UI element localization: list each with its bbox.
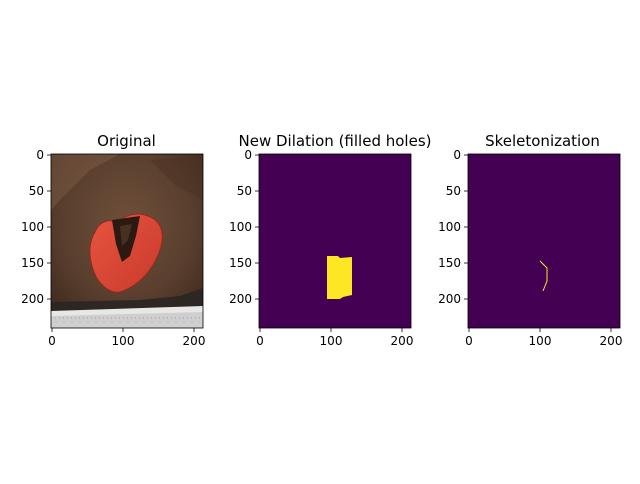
y-tick-label: 0	[244, 148, 252, 162]
y-tick-label: 150	[229, 256, 252, 270]
y-tick-label: 150	[438, 256, 461, 270]
panel-original: Original 0 100 200	[21, 132, 205, 348]
panel-title: Skeletonization	[485, 132, 600, 150]
y-axis	[47, 154, 51, 300]
x-tick-label: 0	[48, 334, 56, 348]
y-tick-label: 200	[438, 292, 461, 306]
x-tick-label: 100	[112, 334, 135, 348]
y-tick-label: 150	[21, 256, 44, 270]
axes-frame	[50, 153, 204, 329]
y-axis	[255, 154, 259, 300]
y-tick-label: 100	[21, 220, 44, 234]
x-tick-label: 0	[256, 334, 264, 348]
y-tick-label: 50	[446, 184, 461, 198]
x-tick-label: 100	[320, 334, 343, 348]
y-tick-label: 100	[438, 220, 461, 234]
x-tick-label: 200	[183, 334, 206, 348]
panel-dilation: New Dilation (filled holes) 0 100 200 0 …	[229, 132, 431, 348]
panel-skeleton: Skeletonization 0 100 200 0 50 100 150 2…	[438, 132, 622, 348]
panel-title: New Dilation (filled holes)	[239, 132, 432, 150]
x-tick-label: 100	[529, 334, 552, 348]
y-tick-label: 50	[237, 184, 252, 198]
y-tick-label: 0	[36, 148, 44, 162]
original-image	[51, 154, 203, 328]
y-tick-label: 0	[453, 148, 461, 162]
axes-frame	[258, 153, 412, 329]
dilation-mask-image	[259, 154, 411, 328]
y-tick-label: 50	[29, 184, 44, 198]
x-axis	[468, 328, 612, 332]
x-tick-label: 200	[600, 334, 623, 348]
y-tick-label: 200	[229, 292, 252, 306]
x-axis	[51, 328, 195, 332]
skeleton-image	[468, 154, 620, 328]
y-axis	[464, 154, 468, 300]
y-tick-label: 200	[21, 292, 44, 306]
panel-title: Original	[97, 132, 156, 150]
x-tick-label: 0	[465, 334, 473, 348]
axes-frame	[467, 153, 621, 329]
y-tick-label: 100	[229, 220, 252, 234]
x-axis	[259, 328, 403, 332]
x-tick-label: 200	[391, 334, 414, 348]
